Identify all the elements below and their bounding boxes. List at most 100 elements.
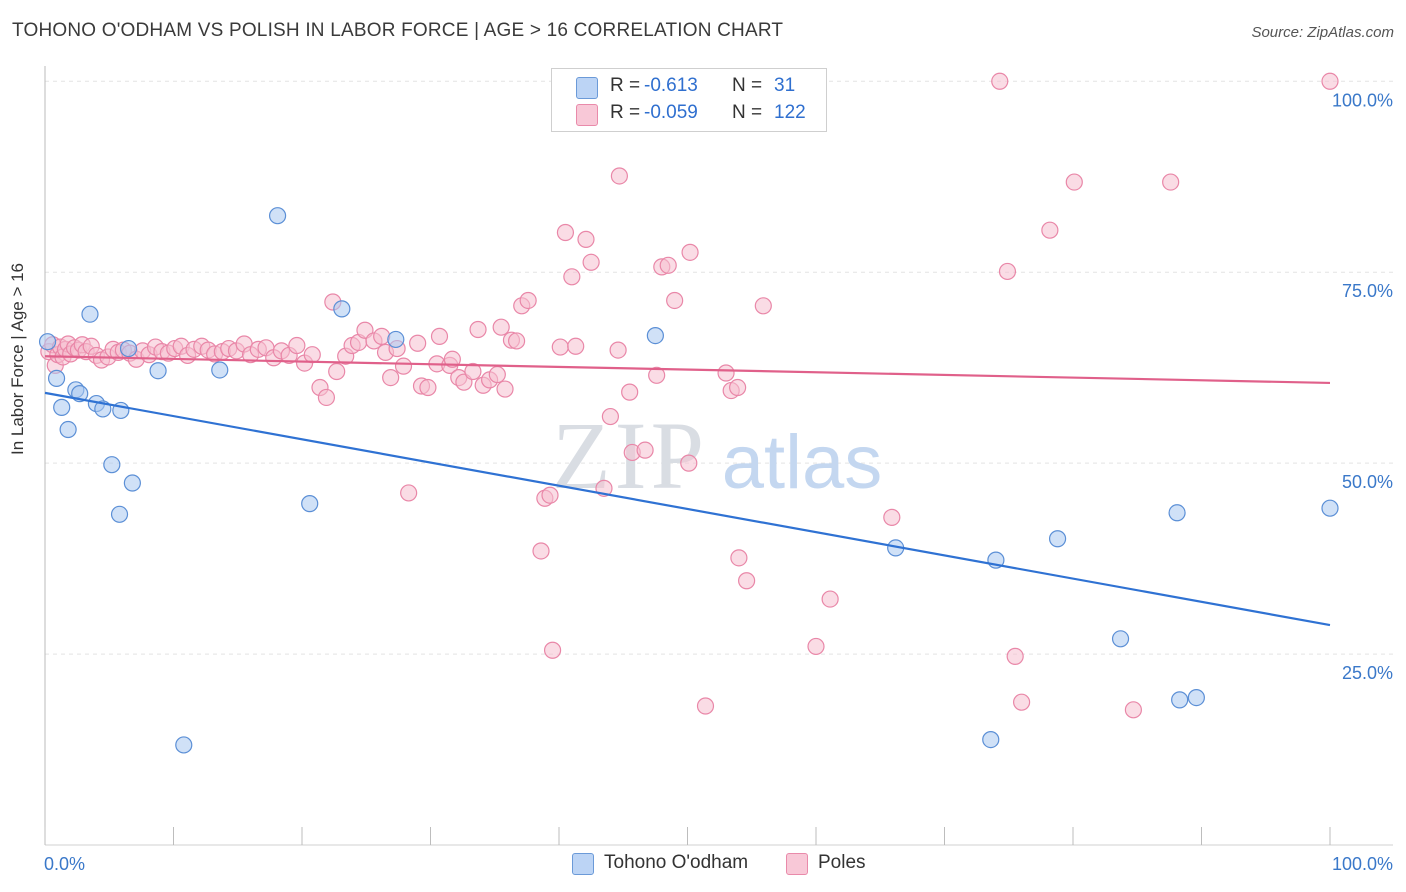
poles-point: [541, 486, 559, 504]
poles-point: [610, 167, 628, 185]
tick-labels: 25.0% 50.0% 75.0% 100.0% 0.0% 100.0%: [44, 90, 1393, 874]
poles-point: [696, 697, 715, 715]
tohono-point: [123, 474, 141, 492]
tohono-point: [1168, 504, 1186, 522]
legend-r-label: R =: [610, 75, 641, 96]
poles-point: [496, 380, 514, 398]
legend-r-value: -0.613: [644, 75, 698, 96]
axes: [44, 66, 1393, 846]
tohono-point: [1048, 530, 1067, 548]
poles-point: [821, 590, 839, 608]
tohono-point: [175, 736, 193, 754]
tohono-point: [982, 731, 1000, 749]
y-tick-label: 100.0%: [1332, 90, 1393, 110]
y-tick-label: 25.0%: [1342, 663, 1393, 683]
poles-points: [40, 72, 1339, 719]
poles-point: [409, 334, 427, 352]
legend-row-tohono: R = -0.613 N = 31: [552, 75, 826, 99]
poles-point: [883, 508, 901, 526]
legend-row-poles: R = -0.059 N = 122: [552, 102, 826, 126]
tohono-point: [103, 456, 121, 474]
bottom-legend-label: Tohono O'odham: [604, 852, 749, 873]
poles-point: [577, 230, 595, 248]
poles-point: [582, 253, 600, 271]
poles-point: [443, 350, 461, 368]
tohono-point: [268, 207, 287, 225]
tohono-point: [149, 362, 167, 380]
tohono-point: [211, 361, 229, 379]
poles-point: [543, 641, 562, 659]
poles-point: [1124, 701, 1142, 719]
tohono-point: [646, 326, 664, 345]
x-tick-label: 100.0%: [1332, 854, 1393, 874]
legend-r-label: R =: [610, 102, 641, 123]
poles-point: [1321, 72, 1339, 90]
tohono-point: [53, 398, 71, 416]
poles-point: [430, 327, 449, 345]
poles-point: [729, 378, 747, 397]
poles-point: [1006, 647, 1024, 665]
poles-point: [382, 369, 400, 387]
poles-point: [659, 256, 677, 274]
poles-point: [998, 262, 1017, 281]
legend-n-label: N =: [732, 102, 763, 123]
bottom-legend-label: Poles: [818, 852, 866, 873]
poles-point: [532, 542, 550, 560]
tohono-point: [301, 495, 319, 513]
poles-point: [400, 484, 418, 502]
poles-point: [807, 637, 825, 656]
legend-r-value: -0.059: [644, 102, 698, 123]
poles-point: [1065, 173, 1083, 191]
legend-n-value: 31: [774, 75, 796, 96]
poles-point: [601, 407, 620, 426]
poles-trend-line: [44, 355, 1331, 385]
poles-point: [648, 366, 666, 384]
poles-point: [469, 320, 487, 339]
poles-point: [394, 357, 413, 375]
poles-point: [288, 336, 306, 355]
poles-point: [666, 291, 684, 310]
tohono-point: [47, 369, 66, 387]
poles-point: [492, 318, 510, 336]
y-tick-label: 75.0%: [1342, 281, 1393, 301]
chart-title: TOHONO O'ODHAM VS POLISH IN LABOR FORCE …: [12, 20, 784, 41]
poles-point: [609, 341, 627, 359]
poles-point: [1162, 173, 1180, 191]
poles-point: [738, 572, 756, 590]
tohono-point: [1111, 630, 1130, 648]
poles-point: [464, 362, 482, 381]
poles-point: [563, 268, 581, 286]
correlation-legend: R = -0.613 N = 31 R = -0.059 N = 122: [551, 68, 827, 132]
poles-point: [754, 297, 772, 315]
poles-point: [681, 243, 699, 261]
poles-point: [1041, 221, 1059, 239]
tohono-point: [110, 505, 129, 523]
tohono-point: [1187, 689, 1205, 707]
tohono-point: [59, 420, 77, 439]
tohono-point: [119, 339, 138, 358]
y-axis-label: In Labor Force | Age > 16: [8, 262, 27, 455]
poles-point: [567, 337, 585, 355]
poles-point: [519, 291, 537, 310]
poles-point: [730, 549, 748, 567]
legend-n-label: N =: [732, 75, 763, 96]
y-tick-label: 50.0%: [1342, 472, 1393, 492]
trend-lines: [44, 355, 1331, 627]
bottom-legend-swatch-blue: [572, 853, 594, 875]
poles-point: [488, 365, 506, 384]
legend-swatch-pink: [576, 104, 598, 126]
poles-point: [636, 441, 654, 459]
poles-point: [556, 223, 575, 242]
poles-point: [621, 383, 639, 401]
tohono-point: [81, 305, 99, 323]
gridlines: [45, 80, 1393, 655]
tohono-point: [387, 330, 405, 349]
poles-point: [507, 332, 526, 350]
poles-point: [991, 72, 1009, 90]
tohono-trend-line: [44, 391, 1331, 627]
poles-point: [680, 454, 698, 472]
bottom-legend-swatch-pink: [786, 853, 808, 875]
poles-point: [328, 362, 346, 381]
poles-point: [373, 327, 391, 345]
